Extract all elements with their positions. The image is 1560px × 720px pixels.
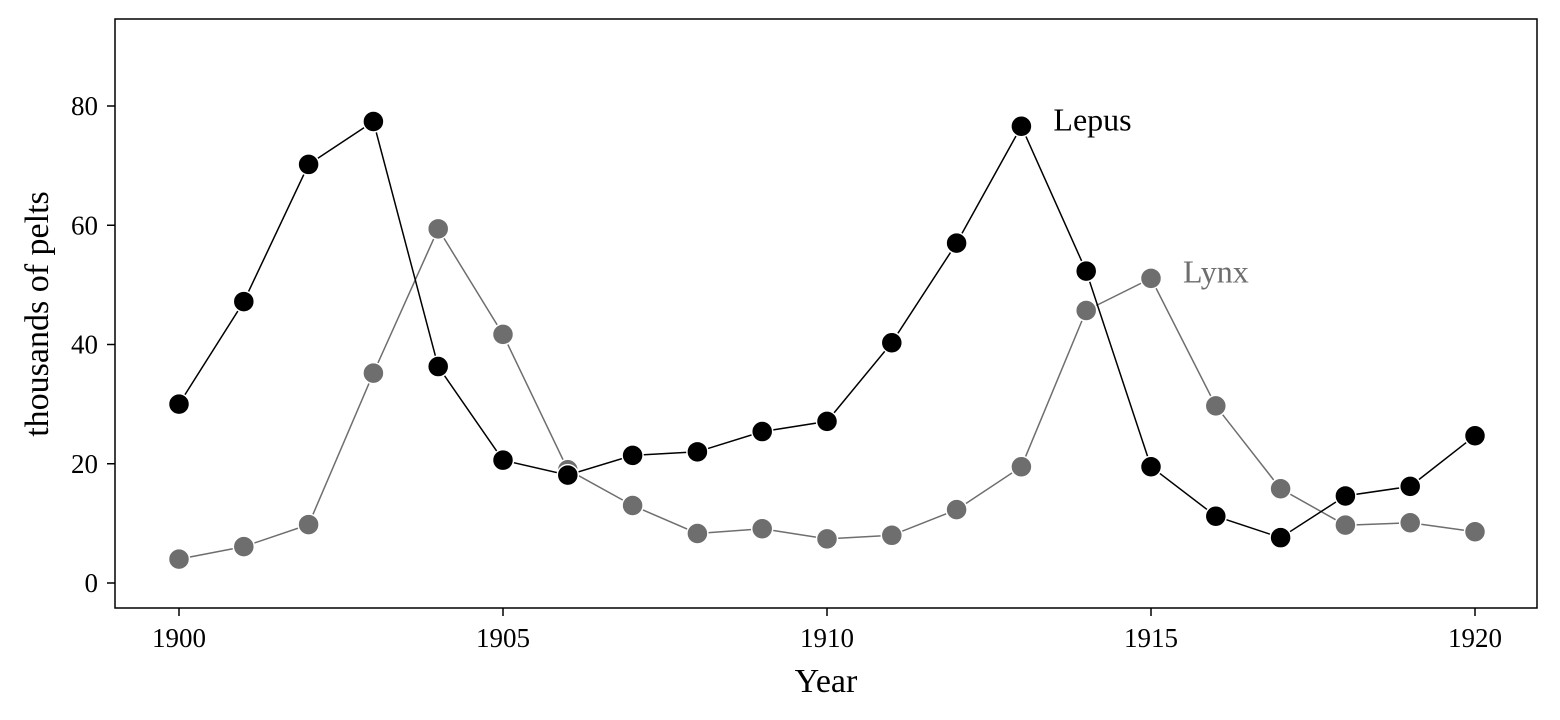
data-point-lepus — [1269, 526, 1292, 549]
data-point-lynx — [1074, 299, 1098, 322]
data-point-lepus — [297, 153, 320, 176]
series-line-lepus — [178, 120, 1476, 539]
data-point-lepus — [426, 355, 450, 378]
y-tick-label: 40 — [71, 330, 98, 360]
data-point-lepus — [167, 392, 191, 416]
data-point-lynx — [491, 323, 515, 346]
data-point-lepus — [1463, 424, 1487, 447]
data-point-lepus — [1139, 455, 1163, 478]
y-axis-title: thousands of pelts — [19, 191, 56, 437]
data-point-lynx — [297, 513, 320, 536]
x-axis-title: Year — [795, 663, 858, 700]
data-point-lynx — [686, 522, 709, 545]
data-point-lepus — [945, 231, 968, 255]
data-point-lynx — [1269, 477, 1292, 501]
data-point-lepus — [686, 440, 709, 464]
data-point-lepus — [362, 110, 385, 133]
x-tick-label: 1905 — [476, 623, 530, 653]
data-point-lepus — [880, 331, 904, 354]
data-point-lynx — [1139, 267, 1163, 290]
data-point-lynx — [167, 547, 191, 571]
data-point-lynx — [621, 494, 644, 517]
data-point-lynx — [815, 527, 839, 551]
data-point-lynx — [1398, 511, 1422, 535]
data-point-lepus — [621, 444, 644, 467]
x-tick-label: 1900 — [152, 623, 206, 653]
series-label-lynx: Lynx — [1183, 253, 1249, 289]
data-point-lepus — [232, 290, 256, 313]
series-layer: Lynx Lepus — [167, 101, 1487, 571]
data-point-lynx — [880, 524, 904, 547]
data-point-lepus — [556, 463, 580, 487]
data-point-lynx — [426, 217, 450, 241]
series-label-lepus: Lepus — [1053, 101, 1131, 137]
data-point-lynx — [750, 517, 774, 540]
data-point-lynx — [1010, 455, 1033, 478]
data-point-lynx — [362, 361, 385, 385]
data-point-lynx — [232, 535, 256, 558]
y-tick-label: 20 — [71, 449, 98, 479]
data-point-lepus — [491, 448, 515, 472]
data-point-lepus — [815, 410, 839, 433]
data-point-lynx — [1463, 520, 1487, 543]
data-point-lepus — [1398, 475, 1422, 498]
data-point-lepus — [1334, 484, 1357, 508]
plot-frame — [114, 18, 1538, 609]
data-point-lepus — [1074, 259, 1098, 283]
data-point-lepus — [1010, 115, 1033, 138]
data-point-lepus — [1204, 504, 1228, 528]
y-tick-label: 60 — [71, 210, 98, 240]
series-lynx: Lynx — [167, 217, 1487, 571]
x-tick-label: 1910 — [800, 623, 854, 653]
data-point-lynx — [1204, 394, 1228, 418]
data-point-lepus — [750, 420, 774, 443]
x-axis: 1900 1905 1910 1915 1920 — [152, 608, 1502, 653]
y-tick-label: 80 — [71, 91, 98, 121]
y-axis: 0 20 40 60 80 — [71, 91, 115, 598]
x-tick-label: 1920 — [1448, 623, 1502, 653]
series-lepus: Lepus — [167, 101, 1487, 549]
data-point-lynx — [945, 498, 968, 521]
series-line-lynx — [178, 227, 1476, 560]
data-point-lynx — [1334, 513, 1357, 537]
x-tick-label: 1915 — [1124, 623, 1178, 653]
y-tick-label: 0 — [85, 568, 99, 598]
